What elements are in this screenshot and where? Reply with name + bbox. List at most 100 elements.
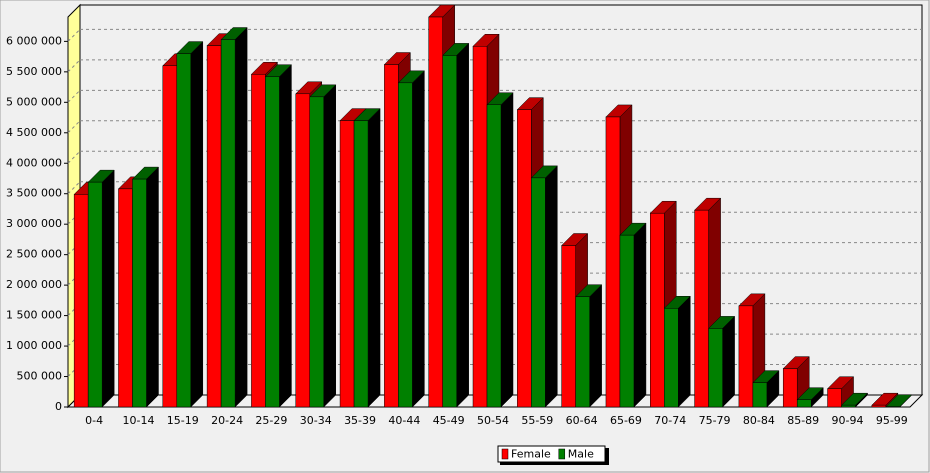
bar-side bbox=[234, 26, 248, 408]
bar-side bbox=[589, 284, 602, 408]
y-tick-label: 6 000 000 bbox=[6, 34, 62, 47]
bar bbox=[176, 40, 204, 408]
bar-side bbox=[101, 169, 115, 408]
bar-front bbox=[118, 188, 133, 408]
bar bbox=[575, 284, 603, 408]
bar-front bbox=[782, 368, 798, 408]
x-tick-label: 50-54 bbox=[477, 414, 509, 427]
x-tick-label: 0-4 bbox=[85, 414, 103, 427]
bar-front bbox=[176, 53, 192, 408]
bar bbox=[309, 84, 337, 408]
bar-front bbox=[162, 65, 178, 408]
bar bbox=[131, 166, 160, 408]
y-tick-label: 4 500 000 bbox=[6, 126, 62, 139]
grid-line bbox=[67, 29, 81, 42]
bar-front bbox=[575, 296, 590, 408]
grid-line bbox=[67, 181, 81, 195]
bar-front bbox=[251, 74, 266, 408]
bar-front bbox=[605, 116, 621, 408]
x-tick-label: 85-89 bbox=[787, 414, 819, 427]
bar-front bbox=[708, 328, 723, 408]
bar-side bbox=[146, 166, 159, 408]
bar bbox=[619, 222, 647, 408]
bar-front bbox=[517, 109, 532, 408]
bar-front bbox=[752, 382, 768, 408]
bar-side bbox=[545, 165, 558, 408]
bar bbox=[442, 42, 470, 408]
bar bbox=[752, 370, 780, 408]
bar-front bbox=[384, 64, 399, 408]
bar-side bbox=[323, 84, 336, 408]
x-tick-label: 15-19 bbox=[167, 414, 199, 427]
bar-front bbox=[871, 404, 887, 408]
legend-label: Female bbox=[511, 448, 551, 461]
bar-side bbox=[633, 222, 647, 408]
y-tick-label: 1 500 000 bbox=[6, 309, 62, 322]
y-tick-label: 2 000 000 bbox=[6, 278, 62, 291]
grid-line bbox=[67, 120, 81, 134]
bar bbox=[663, 295, 691, 408]
y-tick-label: 1 000 000 bbox=[6, 339, 62, 352]
bar-side bbox=[412, 70, 425, 408]
bar-front bbox=[220, 39, 236, 408]
bar-front bbox=[796, 399, 812, 408]
bar-side bbox=[279, 64, 292, 408]
y-tick-label: 0 bbox=[55, 400, 62, 413]
bar bbox=[397, 70, 425, 408]
bar-front bbox=[486, 104, 502, 408]
bar-front bbox=[619, 234, 635, 408]
bar bbox=[530, 165, 558, 408]
bar-front bbox=[428, 16, 443, 408]
bar bbox=[353, 107, 381, 408]
bar-front bbox=[472, 46, 488, 408]
x-tick-label: 55-59 bbox=[521, 414, 553, 427]
bar bbox=[796, 387, 824, 408]
bar-front bbox=[339, 120, 355, 408]
y-tick-label: 3 500 000 bbox=[6, 187, 62, 200]
x-tick-label: 25-29 bbox=[255, 414, 287, 427]
bar-side bbox=[456, 42, 469, 408]
bar-front bbox=[309, 96, 324, 408]
x-tick-label: 65-69 bbox=[610, 414, 642, 427]
bar-front bbox=[206, 45, 222, 408]
legend-swatch bbox=[558, 448, 566, 460]
x-tick-label: 70-74 bbox=[654, 414, 686, 427]
bar-front bbox=[841, 404, 856, 408]
bar-side bbox=[500, 92, 514, 408]
legend-swatch bbox=[501, 448, 509, 460]
bar bbox=[885, 394, 913, 408]
x-tick-label: 95-99 bbox=[876, 414, 908, 427]
bar-front bbox=[398, 82, 413, 408]
y-tick-label: 5 500 000 bbox=[6, 65, 62, 78]
x-tick-label: 90-94 bbox=[832, 414, 864, 427]
bar-side bbox=[190, 40, 204, 408]
bar-front bbox=[295, 93, 310, 408]
bar bbox=[264, 64, 293, 408]
bar-front bbox=[87, 181, 103, 408]
bar-front bbox=[664, 308, 679, 408]
bar-front bbox=[650, 212, 665, 408]
x-tick-label: 20-24 bbox=[211, 414, 243, 427]
grid-line bbox=[67, 59, 81, 73]
bar-front bbox=[827, 388, 842, 408]
x-tick-label: 10-14 bbox=[122, 414, 154, 427]
bar bbox=[87, 169, 115, 408]
bar bbox=[826, 376, 855, 408]
y-tick-label: 3 000 000 bbox=[6, 217, 62, 230]
y-tick-label: 2 500 000 bbox=[6, 248, 62, 261]
bar-front bbox=[738, 305, 754, 408]
legend bbox=[497, 445, 606, 463]
x-tick-label: 45-49 bbox=[433, 414, 465, 427]
bar bbox=[707, 315, 736, 408]
y-tick-label: 5 000 000 bbox=[6, 95, 62, 108]
bar-front bbox=[531, 177, 546, 408]
bar-front bbox=[265, 76, 280, 408]
bar-front bbox=[694, 209, 709, 408]
bar-front bbox=[132, 178, 147, 408]
bar-front bbox=[73, 194, 89, 408]
bar-front bbox=[353, 120, 369, 408]
bar-side bbox=[722, 315, 735, 408]
y-tick-label: 500 000 bbox=[17, 370, 63, 383]
bar-front bbox=[442, 55, 457, 408]
